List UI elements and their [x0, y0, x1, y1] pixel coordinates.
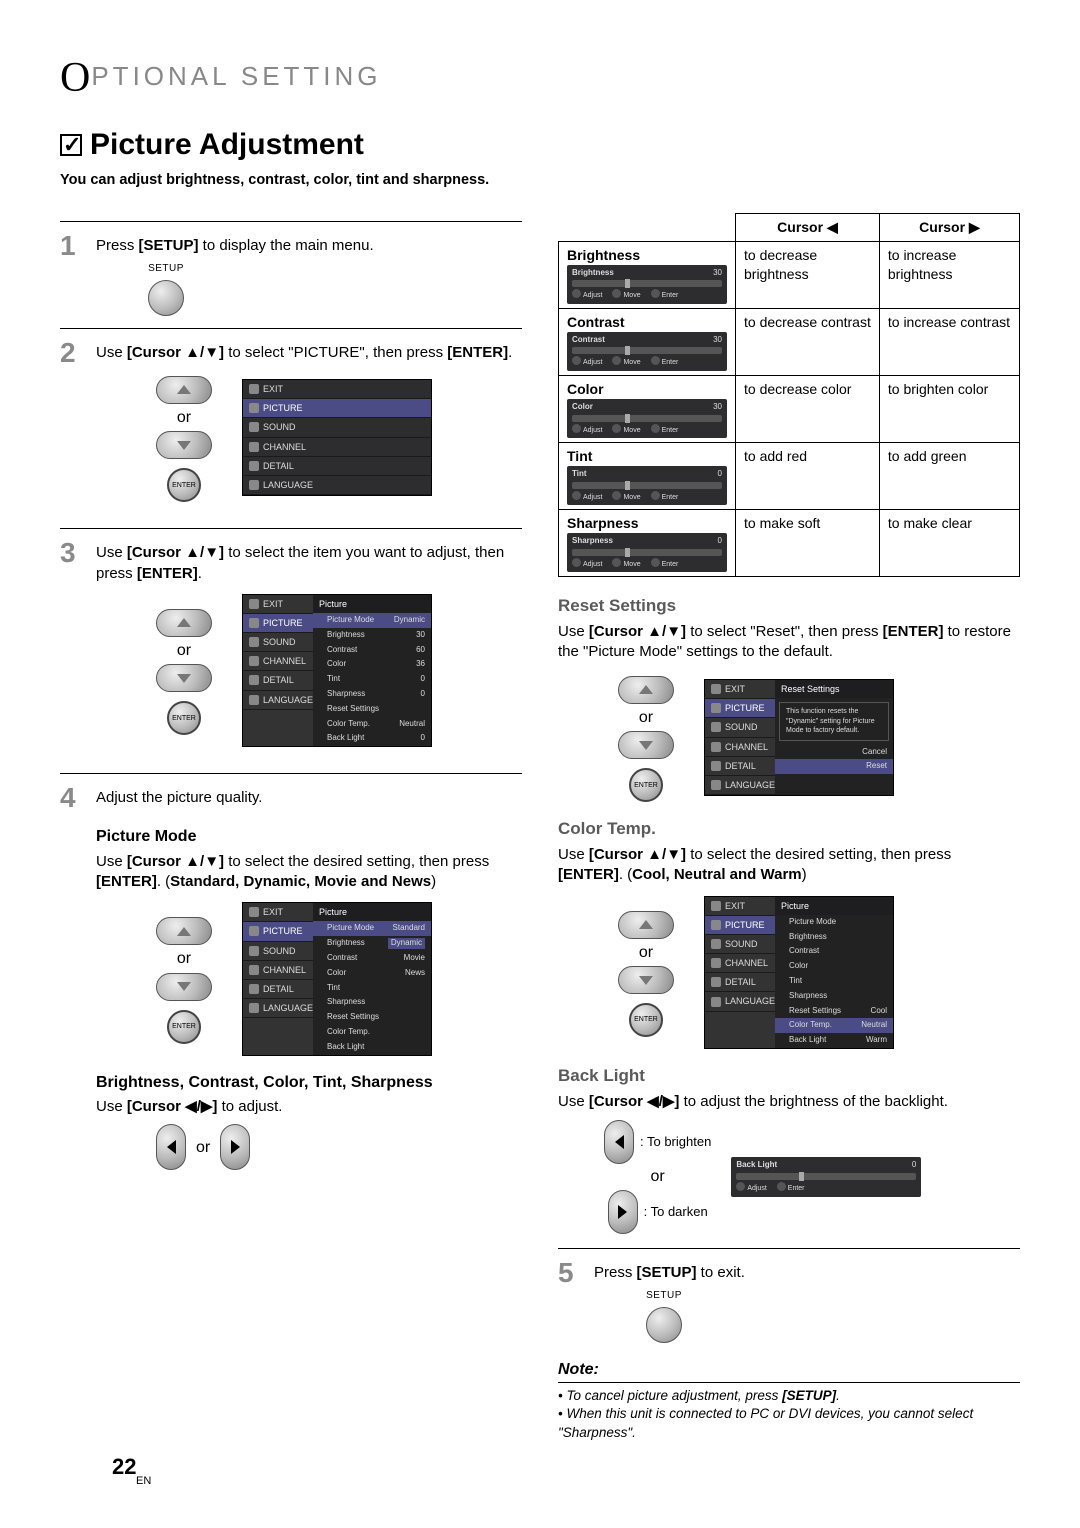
- enter-button-icon: ENTER: [167, 468, 201, 502]
- th-cursor-left: Cursor ◀: [736, 213, 880, 241]
- page-number: 22: [112, 1452, 136, 1482]
- setup-button-icon: [646, 1307, 682, 1343]
- cursor-up-icon: [156, 917, 212, 945]
- cursor-up-icon: [156, 609, 212, 637]
- step-1: 1 Press [SETUP] to display the main menu…: [60, 232, 522, 318]
- reset-head: Reset Settings: [558, 595, 1020, 618]
- osd-main-menu: EXITPICTURESOUNDCHANNELDETAILLANGUAGE: [242, 379, 432, 496]
- osd-colortemp: EXITPICTURESOUNDCHANNELDETAILLANGUAGEPic…: [704, 896, 894, 1049]
- th-cursor-right: Cursor ▶: [879, 213, 1019, 241]
- checkbox-icon: [60, 134, 82, 156]
- section-title: Picture Adjustment: [60, 125, 1020, 166]
- step-4: 4 Adjust the picture quality.: [60, 784, 522, 812]
- cursor-down-icon: [156, 973, 212, 1001]
- note-item: To cancel picture adjustment, press [SET…: [558, 1387, 1020, 1405]
- enter-button-icon: ENTER: [167, 701, 201, 735]
- cursor-up-icon: [618, 676, 674, 704]
- osd-reset: EXITPICTURESOUNDCHANNELDETAILLANGUAGERes…: [704, 679, 894, 796]
- header-text: PTIONAL SETTING: [91, 61, 381, 91]
- title-text: Picture Adjustment: [90, 128, 364, 161]
- cursor-right-icon: [608, 1190, 638, 1234]
- colortemp-head: Color Temp.: [558, 818, 1020, 841]
- header-o-glyph: O: [60, 55, 94, 101]
- cursor-up-icon: [156, 376, 212, 404]
- osd-picture-menu: EXITPICTURESOUNDCHANNELDETAILLANGUAGEPic…: [242, 594, 432, 747]
- step-5: 5 Press [SETUP] to exit. SETUP: [558, 1259, 1020, 1345]
- note-box: Note: To cancel picture adjustment, pres…: [558, 1359, 1020, 1442]
- cursor-down-icon: [618, 966, 674, 994]
- left-column: 1 Press [SETUP] to display the main menu…: [60, 213, 522, 1442]
- cursor-table: Cursor ◀ Cursor ▶ BrightnessBrightness30…: [558, 213, 1020, 578]
- picture-mode-head: Picture Mode: [96, 826, 522, 848]
- note-item: When this unit is connected to PC or DVI…: [558, 1405, 1020, 1441]
- cursor-down-icon: [156, 664, 212, 692]
- cursor-left-icon: [604, 1120, 634, 1164]
- cursor-down-icon: [156, 431, 212, 459]
- right-column: Cursor ◀ Cursor ▶ BrightnessBrightness30…: [558, 213, 1020, 1442]
- page-header: OPTIONAL SETTING: [60, 50, 1020, 107]
- step-num: 1: [60, 232, 86, 318]
- enter-button-icon: ENTER: [629, 1003, 663, 1037]
- cursor-left-icon: [156, 1124, 186, 1170]
- osd-picture-mode: EXITPICTURESOUNDCHANNELDETAILLANGUAGEPic…: [242, 902, 432, 1055]
- enter-button-icon: ENTER: [167, 1010, 201, 1044]
- bccth-head: Brightness, Contrast, Color, Tint, Sharp…: [96, 1072, 522, 1094]
- cursor-down-icon: [618, 731, 674, 759]
- step-2: 2 Use [Cursor ▲/▼] to select "PICTURE", …: [60, 339, 522, 519]
- cursor-right-icon: [220, 1124, 250, 1170]
- step-3: 3 Use [Cursor ▲/▼] to select the item yo…: [60, 539, 522, 763]
- page-lang: EN: [136, 1474, 151, 1489]
- subtitle: You can adjust brightness, contrast, col…: [60, 171, 1020, 191]
- setup-button-icon: [148, 280, 184, 316]
- setup-label: SETUP: [136, 262, 196, 276]
- backlight-head: Back Light: [558, 1065, 1020, 1088]
- cursor-up-icon: [618, 911, 674, 939]
- backlight-strip: Back Light0 AdjustEnter: [731, 1157, 921, 1196]
- enter-button-icon: ENTER: [629, 768, 663, 802]
